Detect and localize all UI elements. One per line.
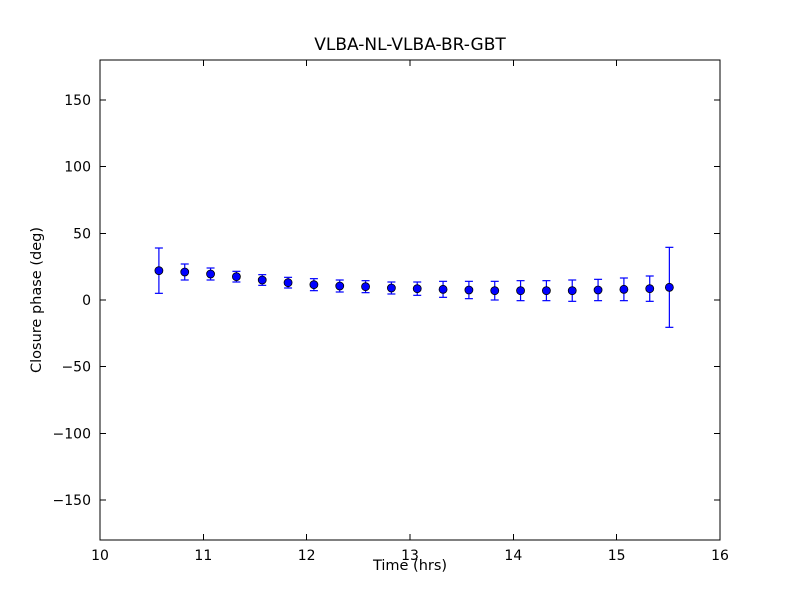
y-tick-label: 150 — [64, 93, 91, 109]
chart-title: VLBA-NL-VLBA-BR-GBT — [314, 35, 506, 55]
data-point-marker — [154, 266, 164, 276]
data-point-marker — [361, 282, 370, 292]
x-tick-label: 16 — [711, 548, 729, 564]
data-point-marker — [335, 281, 345, 291]
y-tick-label: −50 — [61, 360, 91, 376]
x-tick-label: 12 — [298, 548, 316, 564]
data-point-marker — [180, 267, 190, 277]
y-tick-label: 100 — [64, 160, 91, 176]
x-tick-label: 10 — [91, 548, 109, 564]
y-tick-label: 0 — [82, 293, 91, 309]
x-tick-label: 15 — [608, 548, 626, 564]
data-point-marker — [542, 286, 551, 296]
x-axis-label: Time (hrs) — [372, 558, 448, 574]
plot-border — [99, 59, 721, 541]
data-point-marker — [516, 286, 525, 296]
y-tick-label: −150 — [53, 493, 91, 509]
data-point-marker — [257, 275, 267, 285]
y-tick-label: 50 — [73, 226, 91, 242]
data-point-marker — [664, 282, 674, 292]
data-point-marker — [206, 269, 215, 279]
data-point-marker — [593, 285, 603, 295]
data-point-marker — [309, 280, 319, 290]
data-point-marker — [619, 284, 629, 294]
x-tick-label: 14 — [504, 548, 522, 564]
data-point-marker — [231, 272, 241, 282]
data-point-marker — [645, 284, 655, 294]
y-tick-label: −100 — [53, 426, 91, 442]
data-point-marker — [412, 284, 422, 294]
data-point-marker — [490, 286, 500, 296]
data-point-marker — [567, 286, 577, 296]
data-point-marker — [283, 278, 293, 288]
data-point-marker — [386, 283, 396, 293]
data-point-marker — [464, 285, 474, 295]
x-tick-label: 11 — [194, 548, 212, 564]
data-point-marker — [438, 284, 448, 294]
x-tick-label: 13 — [401, 548, 419, 564]
